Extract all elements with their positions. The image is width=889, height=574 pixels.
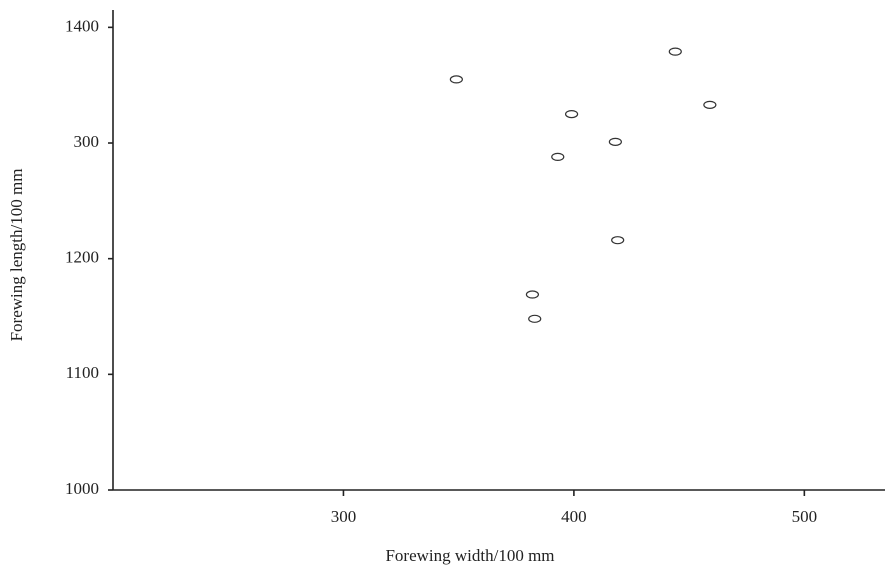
y-axis-title: Forewing length/100 mm xyxy=(7,169,26,342)
point xyxy=(668,47,682,56)
x-tick-label: 300 xyxy=(331,507,357,526)
point xyxy=(703,100,717,109)
point xyxy=(449,75,463,84)
x-tick-label: 500 xyxy=(792,507,818,526)
y-tick-label: 1100 xyxy=(66,363,99,382)
point xyxy=(564,109,579,119)
y-tick-label: 300 xyxy=(74,132,100,151)
x-axis-title: Forewing width/100 mm xyxy=(385,546,554,565)
point xyxy=(528,314,542,323)
y-tick-label: 1200 xyxy=(65,248,99,267)
y-tick-label: 1000 xyxy=(65,479,99,498)
point xyxy=(525,290,540,299)
point xyxy=(611,236,625,245)
y-tick-label: 1400 xyxy=(65,16,99,35)
x-tick-label: 400 xyxy=(561,507,587,526)
point xyxy=(551,152,565,161)
point xyxy=(608,137,622,146)
